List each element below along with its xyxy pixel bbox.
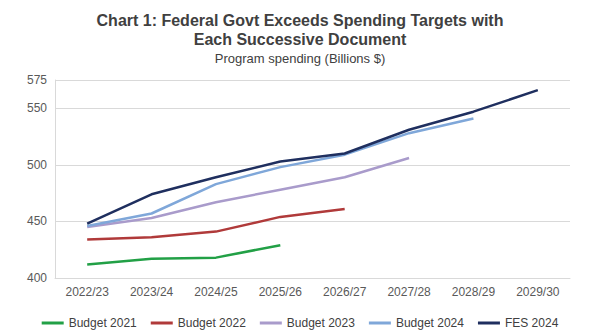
svg-text:2023/24: 2023/24 <box>130 285 174 299</box>
svg-text:500: 500 <box>27 158 47 172</box>
svg-text:2028/29: 2028/29 <box>452 285 496 299</box>
svg-text:Program spending (Billions $): Program spending (Billions $) <box>215 51 386 66</box>
svg-text:575: 575 <box>27 73 47 87</box>
svg-text:Budget 2021: Budget 2021 <box>69 316 137 330</box>
svg-text:450: 450 <box>27 214 47 228</box>
svg-text:2029/30: 2029/30 <box>516 285 560 299</box>
svg-text:2024/25: 2024/25 <box>194 285 238 299</box>
svg-text:2027/28: 2027/28 <box>387 285 431 299</box>
svg-text:Each Successive Document: Each Successive Document <box>194 31 407 48</box>
svg-text:Chart 1: Federal Govt Exceeds: Chart 1: Federal Govt Exceeds Spending T… <box>97 12 504 29</box>
svg-text:Budget 2024: Budget 2024 <box>396 316 464 330</box>
svg-text:FES 2024: FES 2024 <box>505 316 559 330</box>
svg-text:Budget 2023: Budget 2023 <box>287 316 355 330</box>
svg-text:400: 400 <box>27 271 47 285</box>
svg-text:2026/27: 2026/27 <box>323 285 367 299</box>
svg-text:2025/26: 2025/26 <box>259 285 303 299</box>
svg-text:Budget 2022: Budget 2022 <box>178 316 246 330</box>
svg-text:550: 550 <box>27 101 47 115</box>
svg-text:2022/23: 2022/23 <box>65 285 109 299</box>
